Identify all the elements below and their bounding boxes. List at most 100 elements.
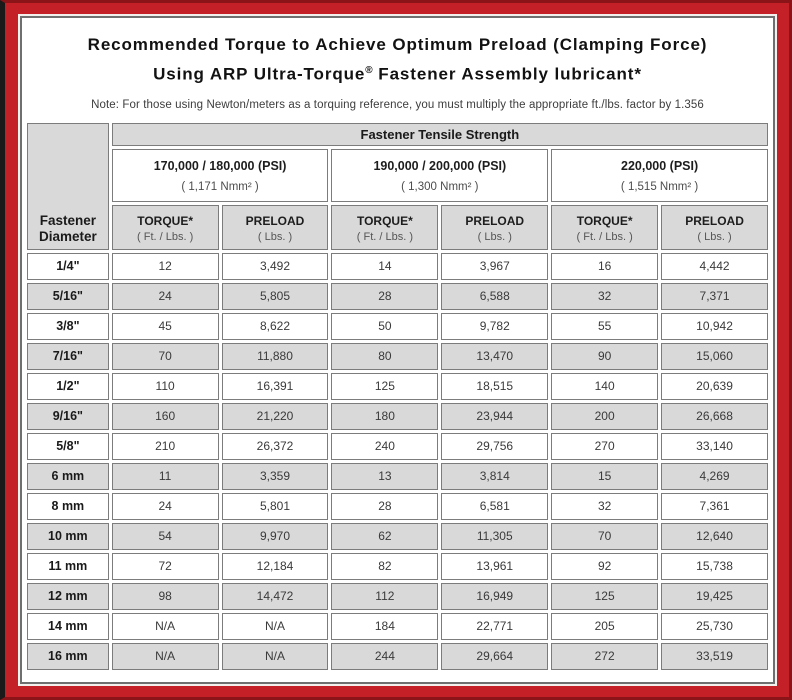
preload-value-cell: 26,668 — [661, 402, 768, 430]
torque-value-cell: 184 — [331, 612, 439, 640]
preload-value-cell: 10,942 — [661, 312, 768, 340]
preload-value-cell: 9,782 — [441, 312, 549, 340]
table-row: 16 mm N/A N/A 244 29,664 272 33,519 — [27, 642, 768, 670]
preload-value-cell: 19,425 — [661, 582, 768, 610]
table-row: 10 mm 54 9,970 62 11,305 70 12,640 — [27, 522, 768, 550]
torque-value-cell: 112 — [331, 582, 439, 610]
preload-value-cell: 7,371 — [661, 282, 768, 310]
table-row: 1/4" 12 3,492 14 3,967 16 4,442 — [27, 252, 768, 280]
preload-value-cell: 16,391 — [221, 372, 329, 400]
fastener-diameter-cell: 16 mm — [27, 642, 109, 670]
column-header-label: PRELOAD — [685, 213, 744, 228]
preload-value-cell: 6,588 — [441, 282, 549, 310]
preload-value-cell: 6,581 — [441, 492, 549, 520]
preload-value-cell: 8,622 — [221, 312, 329, 340]
torque-value-cell: 15 — [551, 462, 659, 490]
column-header-unit: ( Lbs. ) — [477, 230, 512, 243]
preload-value-cell: 11,880 — [221, 342, 329, 370]
torque-value-cell: 205 — [551, 612, 659, 640]
torque-value-cell: 90 — [551, 342, 659, 370]
page-title: Recommended Torque to Achieve Optimum Pr… — [28, 32, 767, 88]
fastener-diameter-cell: 7/16" — [27, 342, 109, 370]
torque-value-cell: 125 — [551, 582, 659, 610]
torque-value-cell: 16 — [551, 252, 659, 280]
torque-value-cell: 200 — [551, 402, 659, 430]
corner-header-fastener-diameter: Fastener Diameter — [27, 122, 109, 250]
fastener-diameter-cell: 12 mm — [27, 582, 109, 610]
preload-value-cell: 29,756 — [441, 432, 549, 460]
preload-value-cell: N/A — [221, 612, 329, 640]
torque-value-cell: 54 — [111, 522, 219, 550]
table-row: 6 mm 11 3,359 13 3,814 15 4,269 — [27, 462, 768, 490]
fastener-diameter-cell: 8 mm — [27, 492, 109, 520]
torque-value-cell: 12 — [111, 252, 219, 280]
preload-value-cell: 4,269 — [661, 462, 768, 490]
tensile-strength-header: Fastener Tensile Strength — [111, 122, 768, 146]
preload-value-cell: 13,961 — [441, 552, 549, 580]
table-row: 1/2" 110 16,391 125 18,515 140 20,639 — [27, 372, 768, 400]
preload-value-cell: 29,664 — [441, 642, 549, 670]
preload-value-cell: 11,305 — [441, 522, 549, 550]
column-header-unit: ( Ft. / Lbs. ) — [356, 230, 413, 243]
torque-value-cell: 32 — [551, 282, 659, 310]
table-row: 7/16" 70 11,880 80 13,470 90 15,060 — [27, 342, 768, 370]
fastener-diameter-cell: 1/2" — [27, 372, 109, 400]
preload-value-cell: 18,515 — [441, 372, 549, 400]
column-header-label: TORQUE* — [576, 213, 633, 228]
preload-value-cell: 33,140 — [661, 432, 768, 460]
torque-value-cell: 24 — [111, 282, 219, 310]
torque-column-header: TORQUE* ( Ft. / Lbs. ) — [551, 204, 659, 250]
column-header-label: TORQUE* — [356, 213, 413, 228]
fastener-diameter-cell: 10 mm — [27, 522, 109, 550]
column-header-label: PRELOAD — [245, 213, 305, 228]
table-body: 1/4" 12 3,492 14 3,967 16 4,442 5/16" 24 5,805 28 6… — [27, 252, 768, 670]
psi-rating-label: 190,000 / 200,000 (PSI) — [373, 159, 507, 174]
torque-value-cell: 24 — [111, 492, 219, 520]
torque-value-cell: 82 — [331, 552, 439, 580]
preload-value-cell: 25,730 — [661, 612, 768, 640]
torque-value-cell: 55 — [551, 312, 659, 340]
fastener-diameter-cell: 11 mm — [27, 552, 109, 580]
preload-value-cell: 3,359 — [221, 462, 329, 490]
torque-value-cell: 92 — [551, 552, 659, 580]
torque-value-cell: 140 — [551, 372, 659, 400]
torque-value-cell: 70 — [111, 342, 219, 370]
torque-value-cell: 240 — [331, 432, 439, 460]
torque-value-cell: 45 — [111, 312, 219, 340]
torque-value-cell: 180 — [331, 402, 439, 430]
preload-value-cell: 13,470 — [441, 342, 549, 370]
torque-column-header: TORQUE* ( Ft. / Lbs. ) — [331, 204, 439, 250]
fastener-diameter-cell: 5/8" — [27, 432, 109, 460]
preload-value-cell: 15,738 — [661, 552, 768, 580]
torque-value-cell: 98 — [111, 582, 219, 610]
main-header-row: Fastener Diameter Fastener Tensile Stren… — [27, 122, 768, 250]
fastener-diameter-cell: 1/4" — [27, 252, 109, 280]
torque-value-cell: 28 — [331, 492, 439, 520]
table-row: 8 mm 24 5,801 28 6,581 32 7,361 — [27, 492, 768, 520]
table-row: 9/16" 160 21,220 180 23,944 200 26,668 — [27, 402, 768, 430]
torque-table-wrapper: Fastener Diameter Fastener Tensile Stren… — [24, 120, 771, 673]
column-header-unit: ( Lbs. ) — [697, 230, 732, 243]
preload-value-cell: 7,361 — [661, 492, 768, 520]
preload-column-header: PRELOAD ( Lbs. ) — [661, 204, 768, 250]
torque-value-cell: 110 — [111, 372, 219, 400]
table-row: 14 mm N/A N/A 184 22,771 205 25,730 — [27, 612, 768, 640]
fastener-diameter-cell: 14 mm — [27, 612, 109, 640]
torque-column-header: TORQUE* ( Ft. / Lbs. ) — [111, 204, 219, 250]
torque-value-cell: 14 — [331, 252, 439, 280]
conversion-note: Note: For those using Newton/meters as a… — [91, 98, 704, 111]
column-header-unit: ( Ft. / Lbs. ) — [576, 230, 633, 243]
preload-value-cell: 26,372 — [221, 432, 329, 460]
torque-value-cell: 244 — [331, 642, 439, 670]
fastener-diameter-cell: 6 mm — [27, 462, 109, 490]
torque-value-cell: 13 — [331, 462, 439, 490]
nmm-rating-label: ( 1,171 Nmm² ) — [181, 181, 259, 194]
psi-header-row: 170,000 / 180,000 (PSI) ( 1,171 Nmm² ) 190… — [27, 148, 768, 202]
torque-value-cell: 50 — [331, 312, 439, 340]
preload-value-cell: 16,949 — [441, 582, 549, 610]
torque-value-cell: 70 — [551, 522, 659, 550]
fastener-diameter-cell: 5/16" — [27, 282, 109, 310]
preload-value-cell: 12,640 — [661, 522, 768, 550]
preload-value-cell: 9,970 — [221, 522, 329, 550]
psi-rating-label: 220,000 (PSI) — [621, 159, 699, 174]
